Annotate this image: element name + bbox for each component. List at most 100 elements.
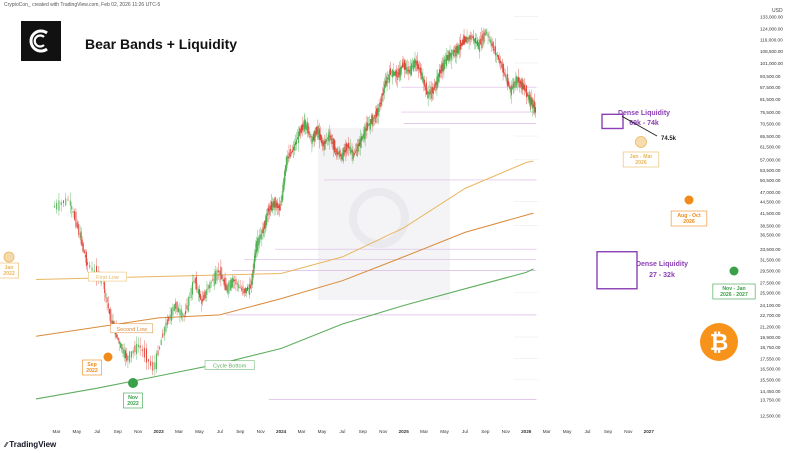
price-candle — [350, 149, 352, 152]
cycle-date-box — [123, 392, 143, 409]
x-tick-label: May — [440, 429, 449, 434]
price-candle — [390, 71, 392, 73]
price-candle — [252, 269, 254, 273]
price-candle — [401, 65, 403, 68]
y-tick-label: 133,000.00 — [760, 15, 783, 20]
price-candle — [286, 155, 288, 166]
price-candle — [230, 279, 232, 289]
price-candle — [389, 69, 391, 83]
cycle-date-label: Sep — [87, 362, 97, 368]
x-tick-label: Jul — [217, 429, 223, 434]
price-candle — [452, 52, 454, 54]
price-candle — [62, 200, 64, 203]
price-candle — [314, 130, 316, 142]
price-candle — [270, 205, 272, 210]
price-candle — [341, 153, 343, 160]
price-candle — [493, 49, 495, 51]
price-candle — [182, 313, 184, 316]
cycle-date-box — [670, 210, 708, 227]
x-tick-label: Nov — [624, 429, 633, 434]
price-candle — [423, 79, 425, 85]
price-candle — [383, 84, 385, 94]
cycle-marker-dot — [128, 378, 138, 388]
dense-liquidity-range-bottom: 27 - 32k — [649, 272, 675, 279]
cycle-date-label: Nov — [128, 395, 138, 401]
price-candle — [269, 205, 271, 215]
price-candle — [344, 149, 346, 153]
tradingview-logo-icon: ⁄⁄ — [5, 442, 10, 449]
price-candle — [363, 129, 365, 140]
price-candle — [368, 124, 370, 126]
price-candle — [316, 129, 318, 132]
y-tick-label: 36,500.00 — [760, 233, 781, 238]
price-candle — [284, 170, 286, 186]
price-candle — [159, 346, 161, 349]
y-tick-label: 93,500.00 — [760, 74, 781, 79]
price-candle — [364, 126, 366, 140]
price-candle — [310, 136, 312, 137]
x-tick-label: Jul — [585, 429, 591, 434]
price-candle — [165, 322, 167, 332]
price-candle — [291, 151, 293, 154]
price-candle — [439, 69, 441, 74]
price-candle — [224, 277, 226, 290]
price-candle — [427, 91, 429, 99]
price-candle — [525, 91, 527, 92]
price-candle — [216, 269, 218, 281]
price-candle — [396, 69, 398, 78]
price-candle — [60, 201, 62, 205]
price-candle — [208, 285, 210, 289]
price-candle — [528, 96, 530, 100]
price-candle — [378, 106, 380, 112]
price-candle — [526, 92, 528, 95]
price-candle — [309, 131, 311, 138]
price-candle — [104, 282, 106, 294]
tradingview-watermark — [318, 128, 450, 300]
cycle-marker-dot — [103, 352, 113, 362]
y-tick-label: 25,900.00 — [760, 291, 781, 296]
price-candle — [221, 274, 223, 279]
price-candle — [313, 133, 315, 141]
dense-liquidity-box-top — [601, 113, 624, 130]
price-candle — [91, 267, 93, 271]
price-candle — [169, 314, 171, 320]
price-candle — [519, 80, 521, 84]
x-tick-label: Mar — [543, 429, 551, 434]
price-candle — [466, 36, 468, 44]
price-candle — [287, 157, 289, 159]
y-tick-label: 47,000.00 — [760, 190, 781, 195]
price-candle — [81, 239, 83, 247]
price-candle — [254, 253, 256, 257]
bear-band-line — [35, 212, 534, 337]
price-candle — [388, 74, 390, 80]
price-candle — [58, 200, 60, 211]
price-candle — [346, 143, 348, 151]
price-candle — [285, 156, 287, 172]
price-candle — [71, 205, 73, 210]
price-candle — [323, 140, 325, 151]
price-candle — [530, 99, 532, 104]
price-candle — [79, 233, 81, 239]
price-candle — [390, 68, 392, 75]
price-candle — [244, 287, 246, 293]
price-candle — [297, 137, 299, 140]
price-candle — [453, 50, 455, 53]
price-candle — [376, 108, 378, 116]
price-candle — [318, 130, 320, 138]
price-candle — [155, 353, 157, 370]
price-candle — [130, 351, 132, 358]
price-candle — [345, 143, 347, 153]
price-candle — [438, 73, 440, 82]
price-candle — [217, 270, 219, 273]
price-candle — [207, 288, 209, 290]
cycle-date-label: Nov - Jan — [722, 286, 745, 292]
price-candle — [507, 80, 509, 85]
y-tick-label: 29,500.00 — [760, 269, 781, 274]
currency-label: USD — [772, 8, 783, 14]
price-candle — [365, 128, 367, 131]
price-candle — [500, 60, 502, 64]
price-candle — [260, 234, 262, 239]
price-candle — [425, 85, 427, 91]
cycle-date-label: Aug - Oct — [677, 213, 701, 219]
